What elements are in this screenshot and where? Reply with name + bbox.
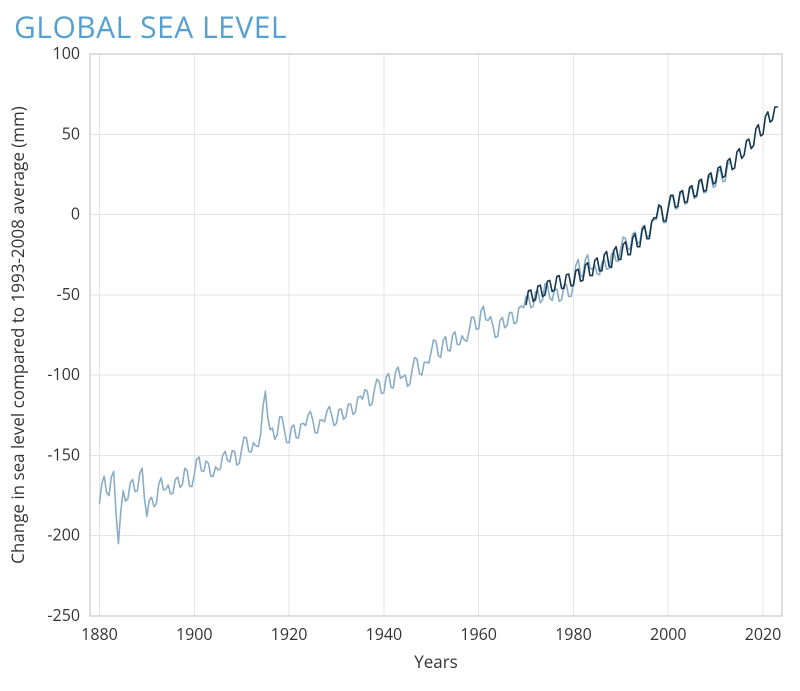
x-tick-label: 1960	[460, 623, 497, 645]
y-tick-label: 50	[62, 122, 80, 144]
x-tick-label: 1920	[271, 623, 308, 645]
y-tick-label: 100	[53, 44, 80, 64]
x-tick-label: 1880	[81, 623, 118, 645]
chart-plot: -250 -200 -150 -100 -50 0 50 100 1880 1900 1920 194…	[0, 44, 800, 686]
chart-svg: -250 -200 -150 -100 -50 0 50 100 1880 1900 1920 194…	[0, 44, 800, 686]
y-tick-label: -150	[47, 443, 80, 465]
x-tick-label: 1980	[555, 623, 592, 645]
y-axis-label: Change in sea level compared to 1993-200…	[6, 106, 29, 564]
x-tick-label: 2020	[745, 623, 782, 645]
x-tick-label: 1900	[176, 623, 213, 645]
y-tick-label: -100	[47, 363, 80, 385]
x-tick-label: 1940	[366, 623, 403, 645]
y-tick-label: -50	[57, 283, 80, 305]
chart-title: GLOBAL SEA LEVEL	[14, 6, 287, 47]
y-tick-label: 0	[71, 203, 80, 225]
x-tick-label: 2000	[650, 623, 687, 645]
y-tick-label: -200	[47, 524, 80, 546]
y-tick-label: -250	[47, 604, 80, 626]
x-axis-label: Years	[414, 650, 458, 673]
